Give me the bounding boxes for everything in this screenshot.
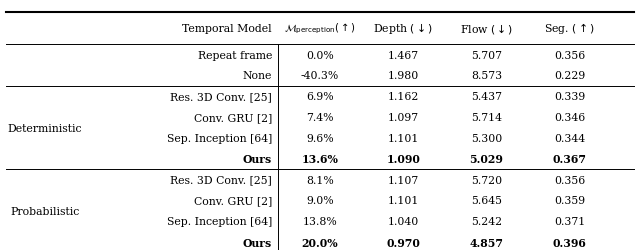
Text: 1.467: 1.467 (388, 50, 419, 60)
Text: Ours: Ours (243, 237, 272, 248)
Text: 0.371: 0.371 (554, 216, 585, 226)
Text: 8.573: 8.573 (471, 71, 502, 81)
Text: 5.437: 5.437 (471, 92, 502, 102)
Text: Conv. GRU [2]: Conv. GRU [2] (194, 196, 272, 205)
Text: 0.367: 0.367 (552, 154, 587, 164)
Text: 8.1%: 8.1% (306, 175, 334, 185)
Text: Flow $(\downarrow)$: Flow $(\downarrow)$ (460, 22, 513, 36)
Text: Depth $(\downarrow)$: Depth $(\downarrow)$ (373, 21, 433, 36)
Text: 5.300: 5.300 (471, 134, 502, 143)
Text: 1.980: 1.980 (388, 71, 419, 81)
Text: 0.970: 0.970 (387, 237, 420, 248)
Text: 20.0%: 20.0% (301, 237, 339, 248)
Text: 1.101: 1.101 (387, 196, 419, 205)
Text: Seg. $(\uparrow)$: Seg. $(\uparrow)$ (544, 21, 595, 36)
Text: 5.029: 5.029 (470, 154, 503, 164)
Text: None: None (243, 71, 272, 81)
Text: -40.3%: -40.3% (301, 71, 339, 81)
Text: 5.645: 5.645 (471, 196, 502, 205)
Text: 1.101: 1.101 (387, 134, 419, 143)
Text: 7.4%: 7.4% (307, 113, 333, 122)
Text: 0.0%: 0.0% (306, 50, 334, 60)
Text: 9.0%: 9.0% (306, 196, 334, 205)
Text: 0.339: 0.339 (554, 92, 585, 102)
Text: 0.344: 0.344 (554, 134, 585, 143)
Text: 0.356: 0.356 (554, 175, 585, 185)
Text: Deterministic: Deterministic (8, 123, 82, 133)
Text: Sep. Inception [64]: Sep. Inception [64] (167, 134, 272, 143)
Text: Sep. Inception [64]: Sep. Inception [64] (167, 216, 272, 226)
Text: 13.8%: 13.8% (303, 216, 337, 226)
Text: 5.242: 5.242 (471, 216, 502, 226)
Text: 0.359: 0.359 (554, 196, 585, 205)
Text: 6.9%: 6.9% (306, 92, 334, 102)
Text: Conv. GRU [2]: Conv. GRU [2] (194, 113, 272, 122)
Text: 0.229: 0.229 (554, 71, 585, 81)
Text: 1.040: 1.040 (388, 216, 419, 226)
Text: 1.162: 1.162 (387, 92, 419, 102)
Text: 5.707: 5.707 (471, 50, 502, 60)
Text: Probabilistic: Probabilistic (10, 206, 79, 216)
Text: $\mathcal{M}_{\rm perception}(\uparrow)$: $\mathcal{M}_{\rm perception}(\uparrow)$ (284, 22, 356, 36)
Text: 5.720: 5.720 (471, 175, 502, 185)
Text: Res. 3D Conv. [25]: Res. 3D Conv. [25] (170, 175, 272, 185)
Text: Ours: Ours (243, 154, 272, 164)
Text: 0.346: 0.346 (554, 113, 585, 122)
Text: 1.090: 1.090 (387, 154, 420, 164)
Text: Repeat frame: Repeat frame (198, 50, 272, 60)
Text: 13.6%: 13.6% (301, 154, 339, 164)
Text: 4.857: 4.857 (469, 237, 504, 248)
Text: 1.107: 1.107 (388, 175, 419, 185)
Text: 5.714: 5.714 (471, 113, 502, 122)
Text: 0.356: 0.356 (554, 50, 585, 60)
Text: 9.6%: 9.6% (306, 134, 334, 143)
Text: Res. 3D Conv. [25]: Res. 3D Conv. [25] (170, 92, 272, 102)
Text: Temporal Model: Temporal Model (182, 24, 272, 34)
Text: 0.396: 0.396 (553, 237, 586, 248)
Text: 1.097: 1.097 (388, 113, 419, 122)
